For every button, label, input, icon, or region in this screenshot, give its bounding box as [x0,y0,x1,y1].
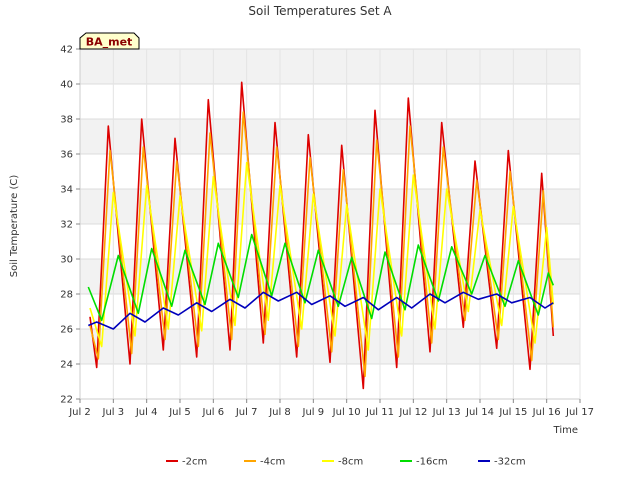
y-axis-ticks: 22 24 26 28 30 32 34 36 38 40 42 [60,45,80,406]
y-tick-label: 34 [60,185,73,196]
x-tick-label: Jul 9 [302,407,325,418]
y-tick-label: 38 [60,115,73,126]
y-tick-label: 26 [60,325,73,336]
plot-band [80,259,580,294]
site-label-box: BA_met [79,32,140,50]
x-tick-label: Jul 2 [68,407,91,418]
x-axis-ticks: Jul 2 Jul 3 Jul 4 Jul 5 Jul 6 Jul 7 Jul 8 Jul 9… [68,399,594,418]
plot-band [80,189,580,224]
y-tick-label: 32 [60,220,73,231]
x-tick-label: Jul 12 [398,407,427,418]
x-tick-label: Jul 13 [432,407,461,418]
y-axis-title: Soil Temperature (C) [9,175,20,278]
y-tick-label: 42 [60,45,73,56]
legend: -2cm -4cm -8cm -16cm -32cm [166,457,526,468]
plot-band [80,119,580,154]
x-tick-label: Jul 11 [365,407,394,418]
x-tick-label: Jul 6 [202,407,225,418]
series-layer [87,81,555,390]
y-tick-label: 28 [60,290,73,301]
legend-label--32cm: -32cm [494,457,526,468]
site-label-background [79,32,140,50]
legend-label--2cm: -2cm [182,457,207,468]
x-tick-label: Jul 8 [268,407,291,418]
series-line--16cm [87,233,555,322]
plot-band [80,49,580,84]
series-line--32cm [87,291,554,330]
x-tick-label: Jul 16 [532,407,561,418]
x-axis-title: Time [553,425,578,436]
site-label: BA_met [86,36,133,49]
x-tick-label: Jul 3 [102,407,125,418]
series-line--4cm [89,111,555,378]
x-tick-label: Jul 15 [498,407,527,418]
x-tick-label: Jul 10 [332,407,361,418]
x-tick-label: Jul 14 [465,407,494,418]
y-tick-label: 40 [60,80,73,91]
x-tick-label: Jul 17 [565,407,594,418]
y-tick-label: 22 [60,395,73,406]
x-tick-label: Jul 7 [235,407,258,418]
legend-label--8cm: -8cm [338,457,363,468]
y-tick-label: 36 [60,150,73,161]
legend-label--16cm: -16cm [416,457,448,468]
legend-label--4cm: -4cm [260,457,285,468]
x-tick-label: Jul 5 [168,407,191,418]
y-tick-label: 30 [60,255,73,266]
y-tick-label: 24 [60,360,73,371]
x-tick-label: Jul 4 [135,407,158,418]
chart-title: Soil Temperatures Set A [248,4,392,18]
